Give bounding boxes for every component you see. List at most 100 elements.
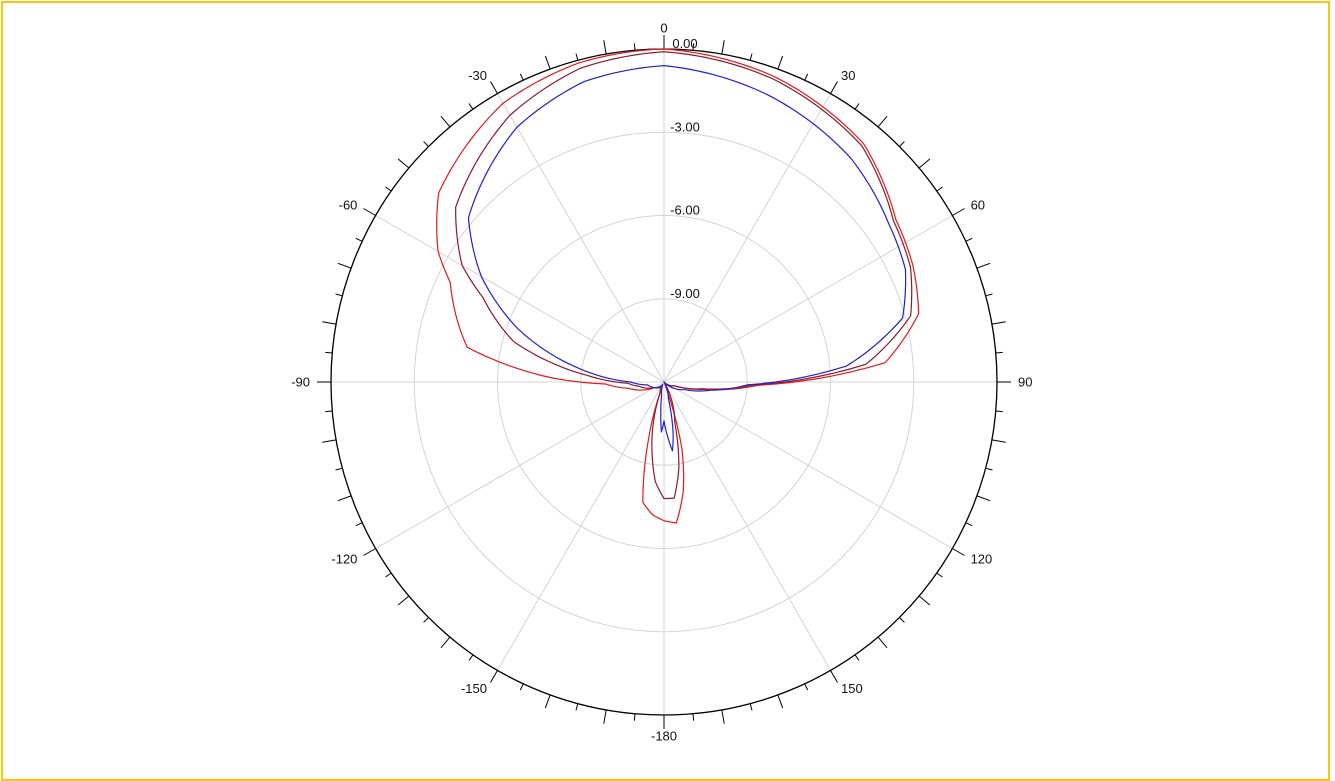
minor-tick <box>423 617 429 623</box>
minor-tick <box>575 703 579 711</box>
major-tick <box>830 670 838 683</box>
ring-label: -6.00 <box>670 203 700 218</box>
minor-tick <box>335 293 343 297</box>
minor-tick <box>936 186 943 192</box>
major-tick <box>490 81 498 94</box>
major-tick <box>721 709 725 724</box>
grid-spoke <box>663 381 831 671</box>
ring-label: -9.00 <box>670 286 700 301</box>
major-tick <box>322 321 337 325</box>
minor-tick <box>355 237 363 242</box>
minor-tick <box>692 43 695 51</box>
minor-tick <box>468 103 474 110</box>
minor-tick <box>749 53 753 61</box>
minor-tick <box>995 410 1003 413</box>
major-tick <box>603 709 607 724</box>
major-tick <box>877 115 888 128</box>
major-tick <box>721 40 725 55</box>
minor-tick <box>749 703 753 711</box>
radial-labels: 0.00 -3.00 -6.00 -9.00 <box>670 36 700 301</box>
angle-label-120: 120 <box>971 552 993 567</box>
minor-tick <box>854 654 860 661</box>
minor-tick <box>468 654 474 661</box>
major-tick <box>603 40 607 55</box>
minor-tick <box>355 522 363 527</box>
major-tick <box>918 158 931 169</box>
major-tick <box>544 55 551 70</box>
minor-tick <box>519 683 524 691</box>
angle-label--150: -150 <box>461 681 487 696</box>
angle-label--30: -30 <box>468 68 487 83</box>
minor-tick <box>692 713 695 721</box>
minor-tick <box>804 683 809 691</box>
trace-1 <box>436 48 920 524</box>
major-tick <box>777 694 784 709</box>
angle-label--120: -120 <box>331 552 357 567</box>
angle-label--180: -180 <box>651 729 677 744</box>
minor-tick <box>325 410 333 413</box>
major-tick <box>918 595 931 606</box>
grid-spoke <box>663 93 831 383</box>
minor-tick <box>965 522 973 527</box>
major-tick <box>337 262 352 269</box>
ring-label: -3.00 <box>670 119 700 134</box>
angle-ticks <box>317 35 1011 729</box>
minor-tick <box>985 467 993 471</box>
minor-tick <box>899 617 905 623</box>
major-tick <box>544 694 551 709</box>
angle-labels: 0 30 60 90 120 150 -180 -150 -120 -90 -60 -30 <box>291 21 1032 744</box>
major-tick <box>991 439 1006 443</box>
minor-tick <box>936 572 943 578</box>
grid-spoke <box>663 381 953 549</box>
angular-grid-spokes <box>331 49 997 715</box>
major-tick <box>830 81 838 94</box>
minor-tick <box>854 103 860 110</box>
angle-label-60: 60 <box>971 198 985 213</box>
major-tick <box>777 55 784 70</box>
minor-tick <box>325 351 333 354</box>
major-tick <box>877 636 888 649</box>
major-tick <box>440 636 451 649</box>
angle-label--60: -60 <box>339 198 358 213</box>
major-tick <box>976 495 991 502</box>
major-tick <box>976 262 991 269</box>
major-tick <box>952 548 965 556</box>
grid-spoke <box>663 215 953 383</box>
minor-tick <box>995 351 1003 354</box>
angle-label-150: 150 <box>841 681 863 696</box>
minor-tick <box>985 293 993 297</box>
major-tick <box>363 548 376 556</box>
minor-tick <box>423 141 429 147</box>
minor-tick <box>633 43 636 51</box>
angle-label-30: 30 <box>841 68 855 83</box>
trace-3 <box>467 65 907 452</box>
angle-label-0: 0 <box>660 21 667 36</box>
minor-tick <box>965 237 973 242</box>
angle-label-90: 90 <box>1018 375 1032 390</box>
minor-tick <box>385 572 392 578</box>
major-tick <box>490 670 498 683</box>
pattern-traces <box>436 48 920 524</box>
major-tick <box>337 495 352 502</box>
angle-label--90: -90 <box>291 375 310 390</box>
major-tick <box>952 208 965 216</box>
minor-tick <box>385 186 392 192</box>
major-tick <box>322 439 337 443</box>
minor-tick <box>633 713 636 721</box>
minor-tick <box>575 53 579 61</box>
major-tick <box>397 595 410 606</box>
grid-spoke <box>375 215 665 383</box>
major-tick <box>363 208 376 216</box>
minor-tick <box>899 141 905 147</box>
minor-tick <box>335 467 343 471</box>
major-tick <box>397 158 410 169</box>
major-tick <box>440 115 451 128</box>
major-tick <box>991 321 1006 325</box>
grid-spoke <box>375 381 665 549</box>
minor-tick <box>519 73 524 81</box>
grid-spoke <box>497 381 665 671</box>
grid-spoke <box>497 93 665 383</box>
minor-tick <box>804 73 809 81</box>
trace-2 <box>455 51 913 500</box>
